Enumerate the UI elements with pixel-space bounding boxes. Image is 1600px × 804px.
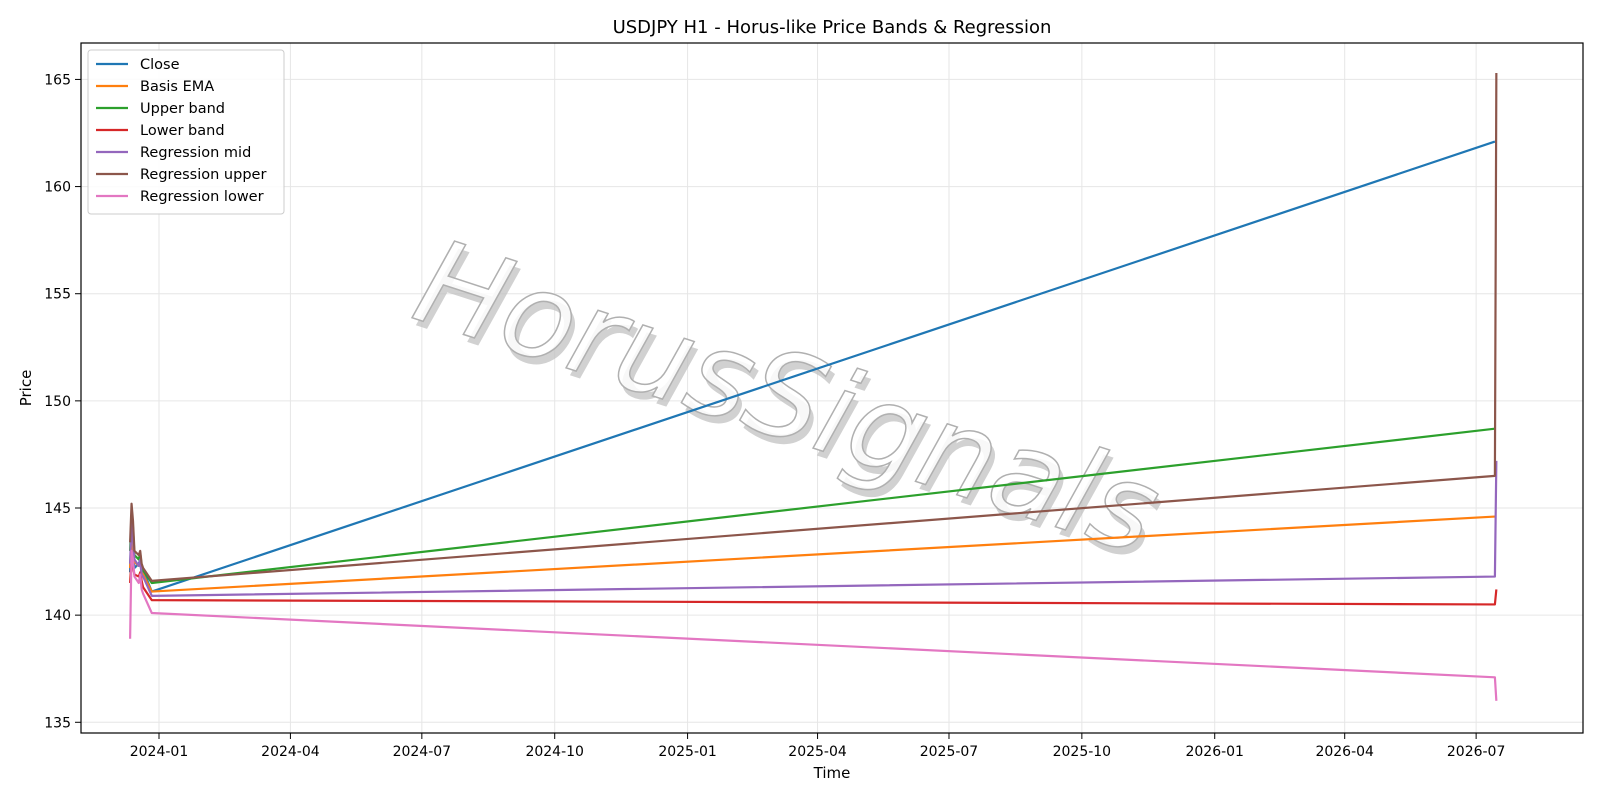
x-tick-label: 2026-01 [1185, 744, 1244, 760]
y-tick-label: 165 [44, 72, 71, 88]
y-axis: 135 140 145 150 155 160 165 [44, 72, 81, 731]
y-tick-label: 135 [44, 715, 71, 731]
x-tick-label: 2026-07 [1447, 744, 1506, 760]
legend-label-upper-band: Upper band [140, 101, 225, 117]
series-layer [129, 72, 1498, 701]
plot-frame [80, 42, 1584, 734]
x-tick-label: 2025-10 [1053, 744, 1112, 760]
x-axis-label: Time [813, 764, 851, 782]
y-tick-label: 155 [44, 287, 71, 303]
legend-label-regression-upper: Regression upper [140, 167, 266, 183]
x-tick-label: 2024-01 [130, 744, 189, 760]
legend-label-basis-ema: Basis EMA [140, 79, 214, 95]
y-axis-label: Price [17, 370, 35, 407]
grid-layer [81, 43, 1583, 733]
legend-label-regression-lower: Regression lower [140, 189, 264, 205]
y-tick-label: 160 [44, 180, 71, 196]
x-tick-label: 2026-04 [1315, 744, 1374, 760]
legend-box [87, 49, 285, 215]
y-tick-label: 150 [44, 394, 71, 410]
x-tick-label: 2025-04 [788, 744, 847, 760]
y-tick-label: 145 [44, 501, 71, 517]
x-tick-label: 2025-07 [920, 744, 979, 760]
chart-title: USDJPY H1 - Horus-like Price Bands & Reg… [613, 17, 1052, 38]
series-line-regression-lower [129, 549, 1498, 701]
y-tick-label: 140 [44, 608, 71, 624]
legend-label-close: Close [140, 57, 180, 73]
x-tick-label: 2024-07 [393, 744, 452, 760]
x-tick-label: 2025-01 [658, 744, 717, 760]
x-tick-label: 2024-10 [525, 744, 584, 760]
x-tick-label: 2024-04 [261, 744, 320, 760]
series-line-regression-upper [129, 72, 1498, 582]
legend-label-regression-mid: Regression mid [140, 145, 251, 161]
x-axis: 2024-01 2024-04 2024-07 2024-10 2025-01 2025-… [130, 733, 1506, 760]
legend: Close Basis EMA Upper band Lower band Regres… [87, 49, 285, 215]
legend-label-lower-band: Lower band [140, 123, 225, 139]
